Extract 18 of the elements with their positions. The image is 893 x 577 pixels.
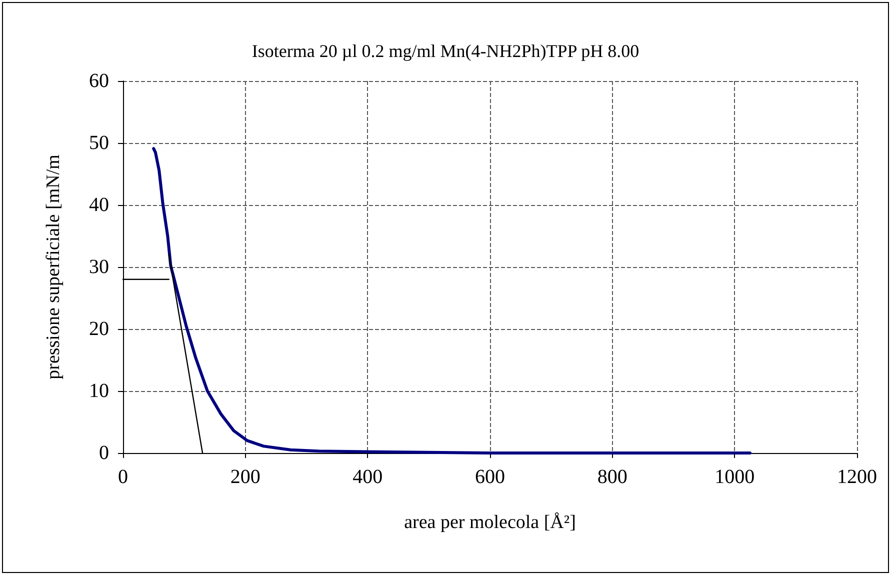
y-tick-label: 10 [89, 380, 109, 402]
x-tick-label: 1000 [714, 466, 755, 488]
y-tick-label: 60 [89, 70, 109, 92]
y-axis-title: pressione superficiale [mN/m [43, 154, 64, 380]
x-tick-label: 200 [230, 466, 260, 488]
x-tick-label: 600 [475, 466, 505, 488]
y-tick-label: 30 [89, 256, 109, 278]
y-tick-label: 40 [89, 194, 109, 216]
chart-title: Isoterma 20 µl 0.2 mg/ml Mn(4-NH2Ph)TPP pH 8.00 [252, 41, 640, 61]
line-series [152, 147, 752, 454]
y-tick-label: 20 [89, 318, 109, 340]
x-tick-label: 0 [118, 466, 128, 488]
y-tick-label: 0 [99, 442, 109, 464]
x-tick-label: 800 [597, 466, 628, 488]
x-tick-label: 1200 [837, 466, 877, 488]
y-tick-label: 50 [89, 132, 109, 154]
x-tick-label: 400 [352, 466, 383, 488]
x-axis-title: area per molecola [Å²] [404, 512, 576, 533]
